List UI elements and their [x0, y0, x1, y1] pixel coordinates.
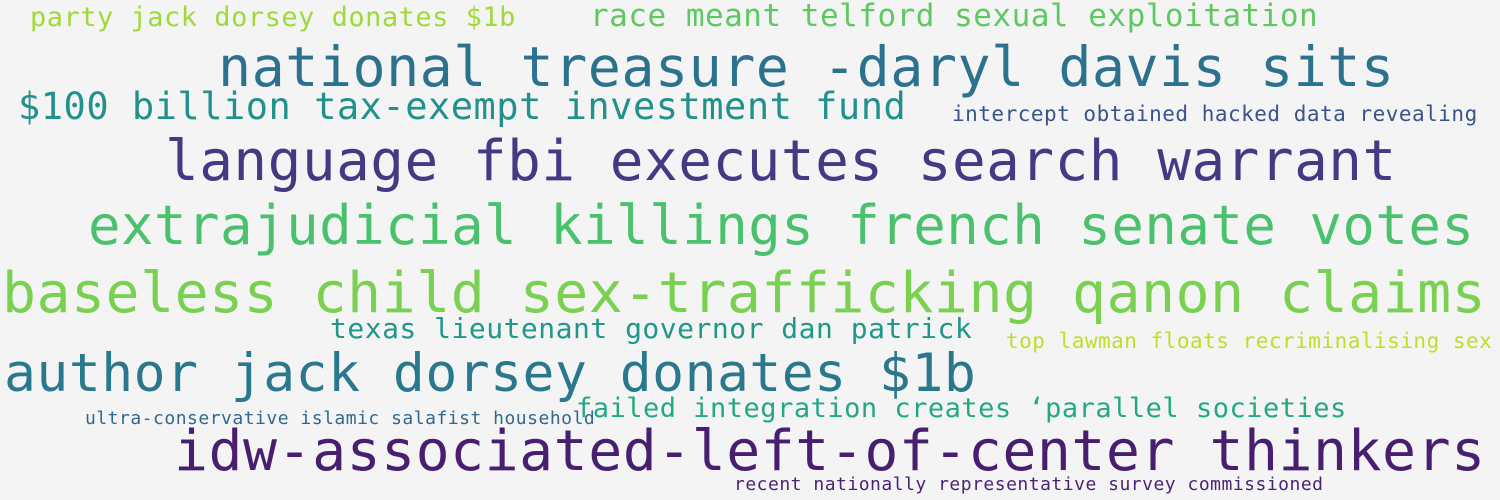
- phrase-recent-nationally: recent nationally representative survey …: [734, 474, 1324, 495]
- phrase-language-fbi: language fbi executes search warrant: [165, 129, 1397, 194]
- phrase-top-lawman: top lawman floats recriminalising sex: [1006, 329, 1493, 353]
- phrase-author-jack-dorsey: author jack dorsey donates $1b: [4, 343, 977, 404]
- phrase-failed-integration: failed integration creates ‘parallel soc…: [576, 393, 1347, 424]
- phrase-texas-lieutenant: texas lieutenant governor dan patrick: [330, 312, 973, 345]
- phrase-100-billion: $100 billion tax-exempt investment fund: [18, 85, 907, 128]
- phrase-ultra-conservative: ultra-conservative islamic salafist hous…: [85, 408, 596, 429]
- phrase-idw-associated: idw-associated-left-of-center thinkers: [174, 419, 1486, 484]
- phrase-extrajudicial-killings: extrajudicial killings french senate vot…: [88, 194, 1475, 257]
- phrase-national-treasure: national treasure -daryl davis sits: [218, 35, 1395, 99]
- phrase-party-jack-dorsey: party jack dorsey donates $1b: [30, 2, 516, 33]
- phrase-baseless-child: baseless child sex-trafficking qanon cla…: [2, 261, 1487, 326]
- phrase-race-meant-telford: race meant telford sexual exploitation: [590, 0, 1319, 34]
- phrase-intercept-obtained: intercept obtained hacked data revealing: [952, 102, 1478, 126]
